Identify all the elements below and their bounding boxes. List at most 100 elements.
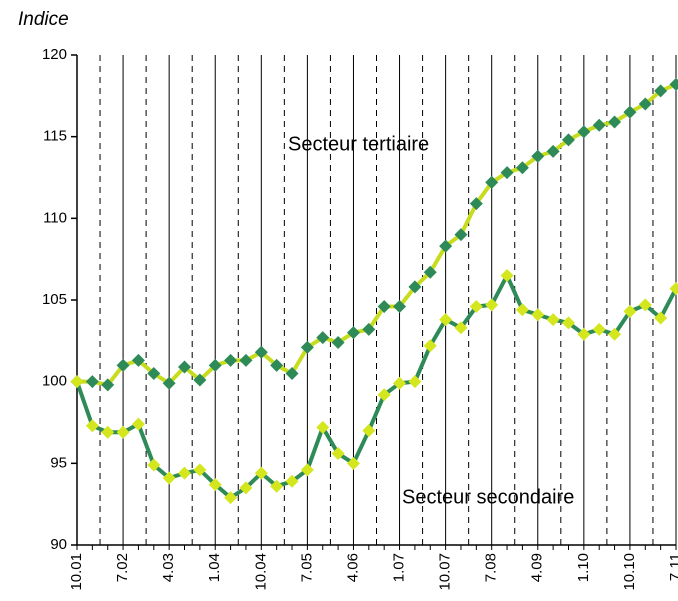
y-tick-label: 95 <box>50 454 67 471</box>
marker <box>469 197 483 211</box>
marker <box>654 311 668 325</box>
marker <box>193 463 207 477</box>
marker <box>346 456 360 470</box>
x-tick-label: 4.06 <box>344 553 361 582</box>
marker <box>577 125 591 139</box>
marker <box>669 77 678 91</box>
marker <box>531 149 545 163</box>
marker <box>546 313 560 327</box>
marker <box>408 280 422 294</box>
series-line <box>77 82 677 388</box>
marker <box>85 419 99 433</box>
series-label: Secteur secondaire <box>402 486 574 508</box>
marker <box>239 353 253 367</box>
marker <box>485 298 499 312</box>
marker <box>454 321 468 335</box>
marker <box>469 300 483 314</box>
marker <box>362 322 376 336</box>
marker <box>439 313 453 327</box>
y-tick-label: 115 <box>43 128 67 145</box>
marker <box>393 300 407 314</box>
marker <box>515 303 529 317</box>
marker <box>393 376 407 390</box>
marker <box>592 118 606 132</box>
marker <box>208 478 222 492</box>
x-tick-label: 1.10 <box>575 553 592 582</box>
marker <box>377 300 391 314</box>
marker <box>454 228 468 242</box>
marker <box>377 388 391 402</box>
marker <box>101 425 115 439</box>
x-tick-label: 7.05 <box>298 553 315 582</box>
marker <box>408 375 422 389</box>
x-tick-label: 1.07 <box>391 553 408 582</box>
marker <box>208 358 222 372</box>
marker <box>131 353 145 367</box>
marker <box>162 376 176 390</box>
marker <box>500 166 514 180</box>
x-tick-label: 10.04 <box>252 553 269 591</box>
marker <box>162 471 176 485</box>
marker <box>270 358 284 372</box>
marker <box>316 331 330 345</box>
y-axis-label: Indice <box>18 9 69 30</box>
marker <box>116 358 130 372</box>
x-tick-label: 7.11 <box>667 553 678 581</box>
marker <box>531 308 545 322</box>
marker <box>638 298 652 312</box>
marker <box>239 481 253 495</box>
marker <box>623 304 637 318</box>
x-tick-label: 10.10 <box>621 553 638 591</box>
marker <box>623 105 637 119</box>
marker <box>131 417 145 431</box>
marker <box>254 466 268 480</box>
marker <box>331 335 345 349</box>
x-tick-label: 1.04 <box>206 553 223 582</box>
marker <box>439 239 453 253</box>
series-label: Secteur tertiaire <box>288 133 429 155</box>
marker <box>654 84 668 98</box>
marker <box>485 175 499 189</box>
marker <box>224 353 238 367</box>
marker <box>316 420 330 434</box>
marker <box>515 161 529 175</box>
marker <box>423 265 437 279</box>
marker <box>669 282 678 296</box>
marker <box>577 327 591 341</box>
y-tick-label: 110 <box>43 209 67 226</box>
marker <box>608 327 622 341</box>
marker <box>85 375 99 389</box>
marker <box>285 474 299 488</box>
marker <box>638 97 652 111</box>
marker <box>193 373 207 387</box>
marker <box>546 144 560 158</box>
x-tick-label: 10.01 <box>68 553 85 591</box>
x-tick-label: 7.02 <box>114 553 131 582</box>
marker <box>254 345 268 359</box>
marker <box>423 339 437 353</box>
x-tick-label: 4.09 <box>529 553 546 582</box>
marker <box>224 491 238 505</box>
y-tick-label: 90 <box>50 536 67 553</box>
marker <box>608 115 622 129</box>
marker <box>147 458 161 472</box>
marker <box>300 340 314 354</box>
marker <box>70 375 84 389</box>
marker <box>362 424 376 438</box>
marker <box>270 479 284 493</box>
x-tick-label: 7.08 <box>483 553 500 582</box>
marker <box>561 316 575 330</box>
marker <box>285 367 299 380</box>
marker <box>116 425 130 439</box>
marker <box>147 367 161 380</box>
marker <box>178 360 192 374</box>
x-tick-label: 10.07 <box>437 553 454 591</box>
marker <box>500 269 514 282</box>
marker <box>561 133 575 147</box>
marker <box>331 447 345 461</box>
series-line <box>75 270 678 501</box>
marker <box>592 322 606 336</box>
marker <box>346 326 360 340</box>
x-tick-label: 4.03 <box>160 553 177 582</box>
